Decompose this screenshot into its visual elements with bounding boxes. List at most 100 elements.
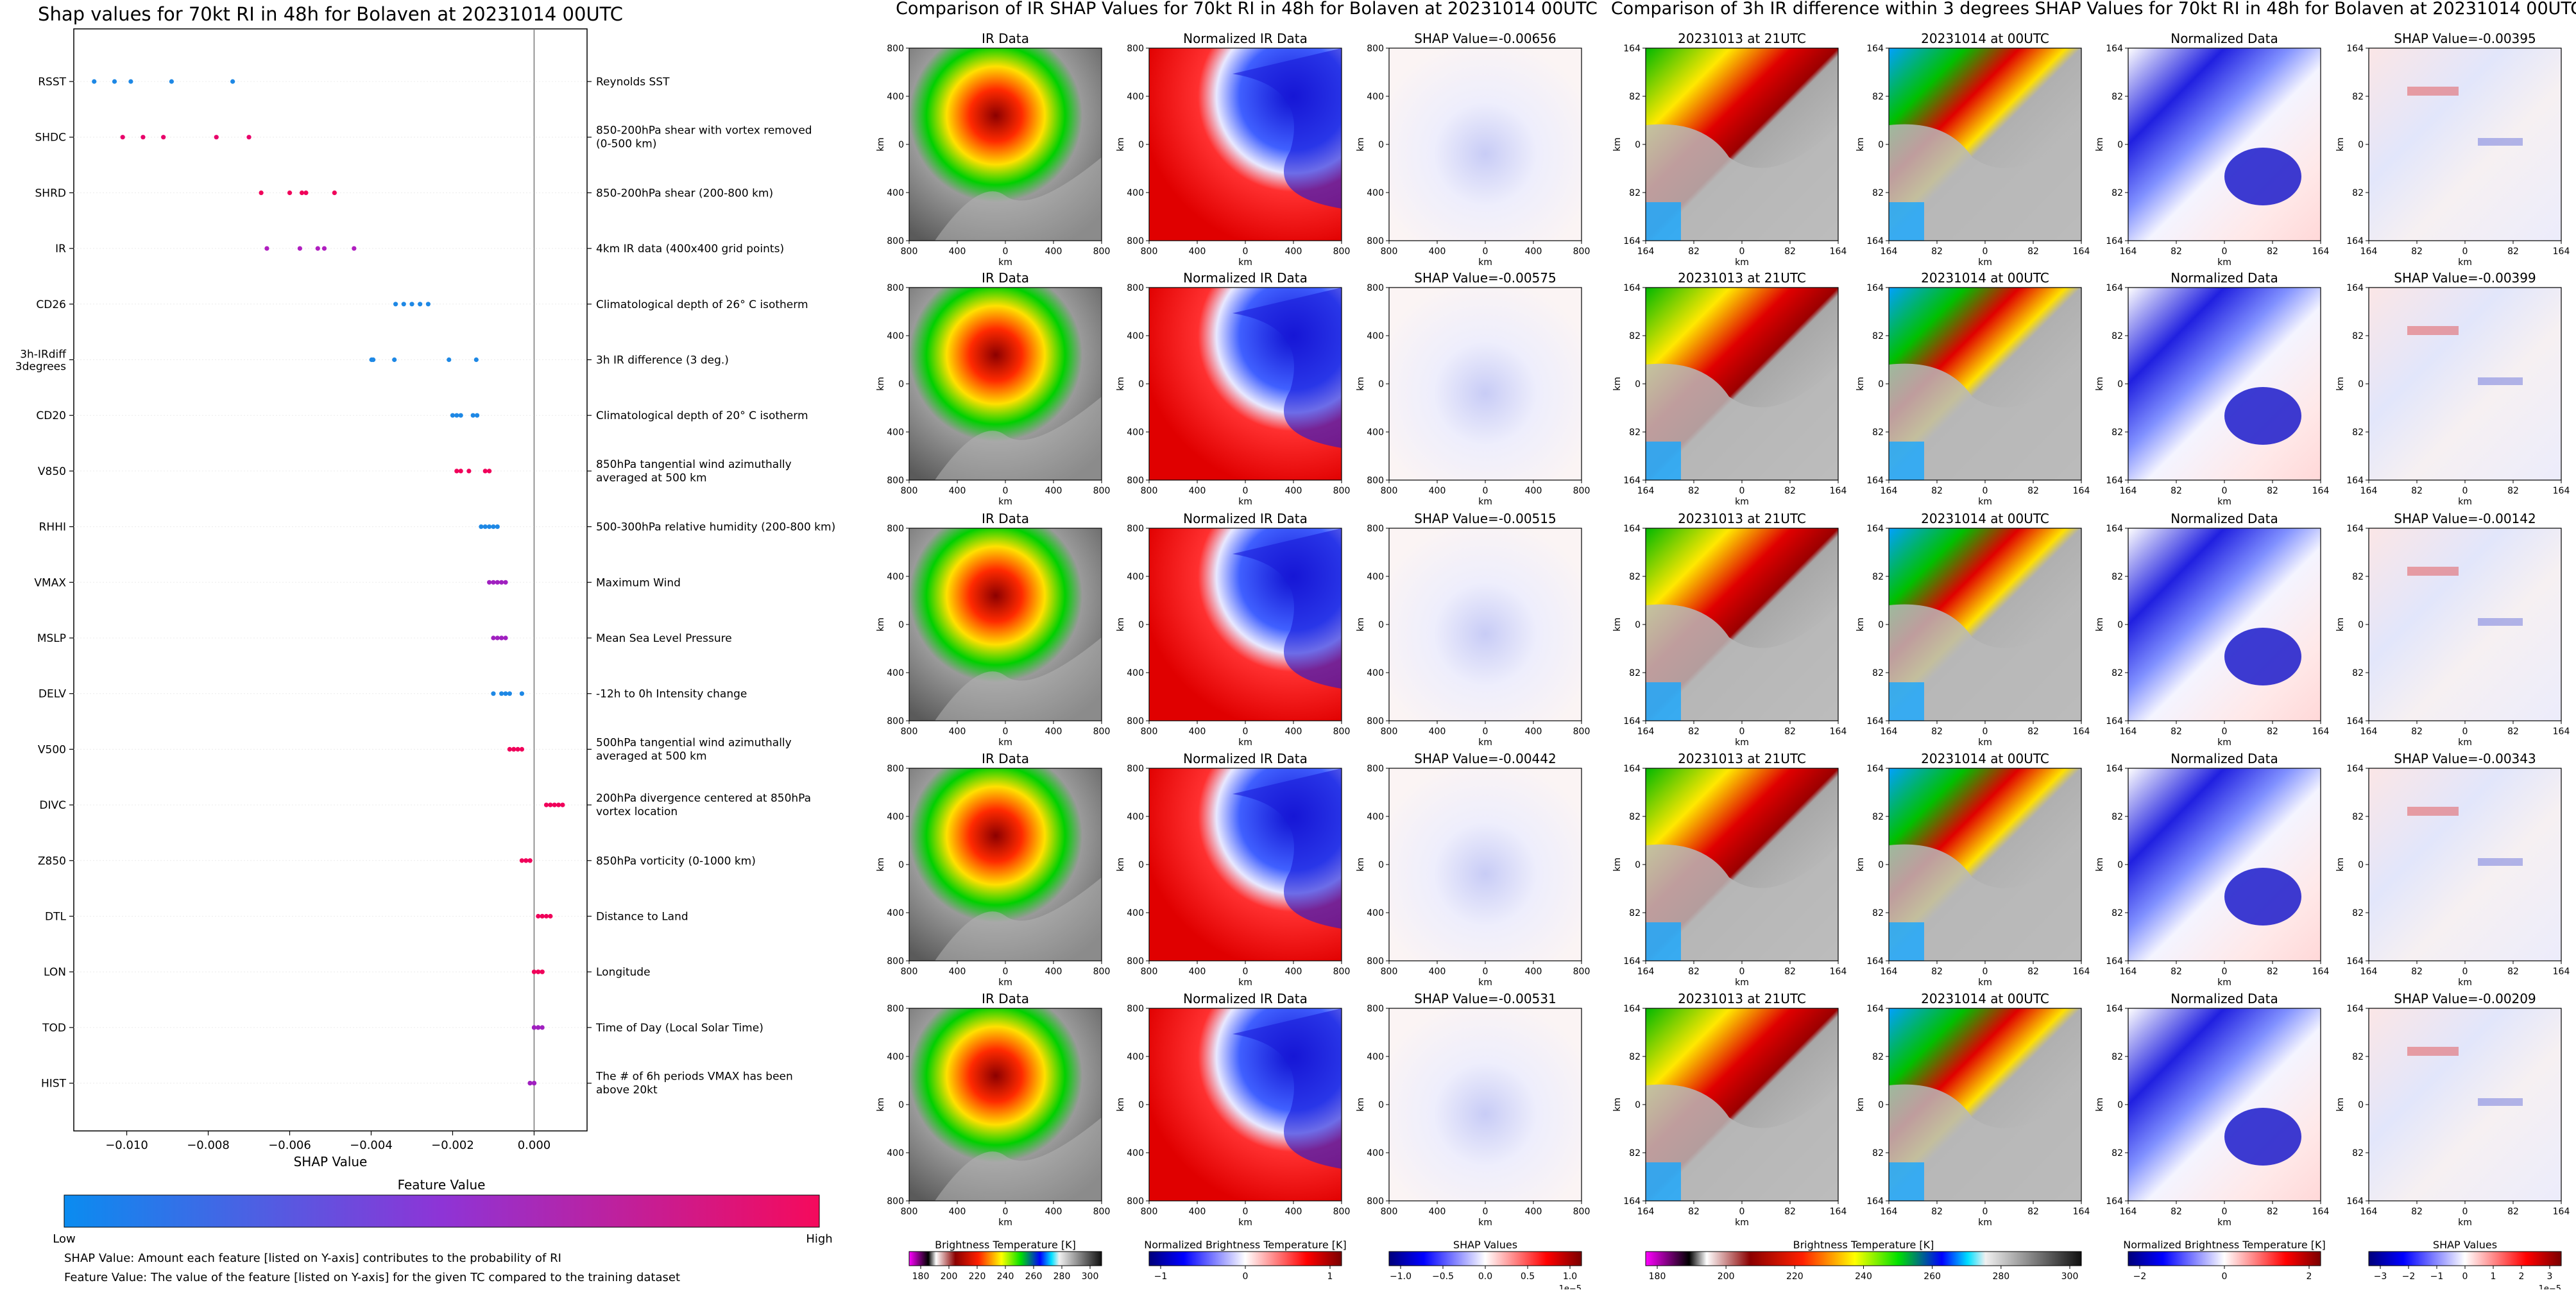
panel-title: IR Data bbox=[982, 270, 1029, 286]
x-tick-label: 82 bbox=[2027, 246, 2039, 257]
x-tick-label: 82 bbox=[2027, 1207, 2039, 1217]
y-tick-label: 800 bbox=[1127, 283, 1144, 293]
shap-point bbox=[536, 913, 541, 919]
x-tick-label: 164 bbox=[1881, 967, 1898, 977]
x-tick-label: 0 bbox=[2222, 1207, 2228, 1217]
diff-image-cold bbox=[1889, 202, 1924, 241]
x-tick-label: 82 bbox=[1931, 246, 1943, 257]
y-tick-label: 164 bbox=[1866, 956, 1884, 967]
x-tick-label: 164 bbox=[1637, 246, 1655, 257]
x-tick-label: 82 bbox=[1931, 727, 1943, 737]
shap-point bbox=[507, 691, 512, 696]
shap-point bbox=[531, 969, 537, 974]
panel-title: 20231013 at 21UTC bbox=[1678, 511, 1806, 526]
y-tick-label: 800 bbox=[1367, 283, 1384, 293]
x-tick-label: 400 bbox=[1189, 727, 1206, 737]
y-tick-label: 164 bbox=[1866, 44, 1884, 54]
x-axis-label: km bbox=[1735, 737, 1749, 748]
y-tick-label: 82 bbox=[2352, 572, 2364, 582]
diff-image-cold bbox=[1646, 682, 1681, 721]
y-tick-label: 0 bbox=[898, 620, 904, 630]
diff-image-gray bbox=[1889, 363, 2081, 480]
y-tick-label: 800 bbox=[1127, 716, 1144, 727]
x-tick-label: 400 bbox=[1525, 727, 1542, 737]
x-tick-label: 400 bbox=[949, 1207, 966, 1217]
x-tick-label: 400 bbox=[1189, 246, 1206, 257]
x-tick-label: 400 bbox=[1045, 246, 1062, 257]
y-tick-label: 82 bbox=[1629, 92, 1641, 102]
shap-point bbox=[548, 913, 553, 919]
shap-point bbox=[519, 691, 525, 696]
y-tick-label: 82 bbox=[2352, 1148, 2364, 1158]
shap-panel-title: SHAP Value=-0.00442 bbox=[1414, 751, 1556, 766]
diff-image-cold bbox=[1889, 442, 1924, 480]
shap-point bbox=[519, 858, 525, 863]
y-tick-label: 0 bbox=[1378, 620, 1384, 630]
shap-point bbox=[511, 746, 516, 752]
shap-point bbox=[495, 524, 500, 530]
feature-description: Time of Day (Local Solar Time) bbox=[595, 1022, 763, 1035]
x-tick-label: 800 bbox=[1573, 967, 1591, 977]
y-tick-label: 800 bbox=[1367, 524, 1384, 534]
feature-description: 850hPa tangential wind azimuthally bbox=[596, 458, 792, 471]
y-tick-label: 82 bbox=[2111, 188, 2123, 198]
panel-title: IR Data bbox=[982, 511, 1029, 526]
shap-point bbox=[371, 357, 376, 363]
shap-patch bbox=[2407, 326, 2459, 335]
y-tick-label: 82 bbox=[2111, 331, 2123, 341]
y-axis-label: km bbox=[2095, 617, 2105, 632]
x-tick-label: 800 bbox=[1141, 967, 1158, 977]
x-tick-label: 400 bbox=[1189, 1207, 1206, 1217]
feature-description: Maximum Wind bbox=[596, 576, 681, 589]
panel-title: 20231014 at 00UTC bbox=[1921, 270, 2049, 286]
shap-point bbox=[161, 135, 166, 140]
x-axis-label: km bbox=[1978, 978, 1992, 988]
x-tick-label: 164 bbox=[1637, 967, 1655, 977]
x-tick-label: 164 bbox=[1881, 727, 1898, 737]
panel-title: Normalized IR Data bbox=[1183, 511, 1308, 526]
y-axis-label: km bbox=[1356, 1098, 1366, 1112]
shap-panel-title: SHAP Value=-0.00343 bbox=[2394, 751, 2536, 766]
feature-code: RHHI bbox=[39, 521, 66, 534]
shap-point bbox=[230, 79, 235, 84]
shap-point bbox=[491, 580, 496, 585]
y-axis-label: km bbox=[1855, 137, 1866, 151]
shap-patch bbox=[2407, 1047, 2459, 1056]
y-tick-label: 400 bbox=[1127, 331, 1144, 341]
x-tick-label: 400 bbox=[949, 486, 966, 496]
y-tick-label: 82 bbox=[2352, 1052, 2364, 1062]
x-tick-label: 0 bbox=[1739, 727, 1745, 737]
y-axis-label: km bbox=[1855, 617, 1866, 632]
x-tick-label: 164 bbox=[2553, 1207, 2570, 1217]
ir-shap-comparison: Comparison of IR SHAP Values for 70kt RI… bbox=[876, 0, 1598, 1292]
y-axis-label: km bbox=[1855, 1098, 1866, 1112]
x-tick-label: 0 bbox=[2222, 727, 2228, 737]
panel-title: 20231014 at 00UTC bbox=[1921, 991, 2049, 1006]
shap-point bbox=[487, 524, 492, 530]
x-tick-label: 0 bbox=[1243, 967, 1249, 977]
diff-image-gray bbox=[1889, 844, 2081, 961]
feature-description: (0-500 km) bbox=[596, 138, 656, 151]
shap-point bbox=[503, 691, 508, 696]
x-axis-label: km bbox=[2458, 1218, 2472, 1228]
shap-point bbox=[503, 635, 508, 641]
diff-image-cold bbox=[1646, 442, 1681, 480]
y-tick-label: 400 bbox=[1367, 572, 1384, 582]
x-tick-label: 164 bbox=[1881, 1207, 1898, 1217]
x-axis-label: km bbox=[998, 737, 1012, 748]
y-tick-label: 0 bbox=[898, 379, 904, 390]
y-tick-label: 400 bbox=[1127, 188, 1144, 198]
panel-title: Normalized Data bbox=[2171, 31, 2278, 46]
x-tick-label: 0 bbox=[1243, 1207, 1249, 1217]
colorbar-label: SHAP Values bbox=[2433, 1239, 2497, 1251]
colorbar-tick-label: 0.5 bbox=[1521, 1271, 1535, 1282]
x-tick-label: 800 bbox=[1573, 486, 1591, 496]
y-tick-label: 0 bbox=[1635, 1100, 1641, 1110]
y-tick-label: 0 bbox=[1878, 1100, 1884, 1110]
y-tick-label: 82 bbox=[2111, 572, 2123, 582]
x-axis-label: km bbox=[1978, 497, 1992, 507]
y-tick-label: 164 bbox=[1866, 476, 1884, 486]
x-tick-label: 82 bbox=[2027, 727, 2039, 737]
x-tick-label: 0 bbox=[1483, 486, 1488, 496]
colorbar-tick-label: −0.5 bbox=[1432, 1271, 1454, 1282]
